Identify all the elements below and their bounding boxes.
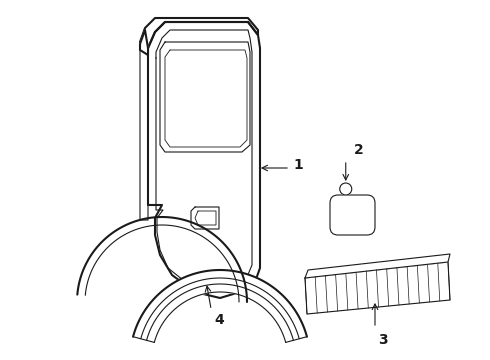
Text: 2: 2 xyxy=(354,143,364,157)
Text: 3: 3 xyxy=(378,333,388,347)
FancyBboxPatch shape xyxy=(330,195,375,235)
Polygon shape xyxy=(140,18,258,48)
Circle shape xyxy=(340,183,352,195)
Polygon shape xyxy=(133,270,307,342)
Polygon shape xyxy=(148,22,260,298)
Polygon shape xyxy=(140,50,148,220)
Text: 1: 1 xyxy=(293,158,303,172)
Polygon shape xyxy=(140,30,148,55)
Polygon shape xyxy=(160,42,250,152)
Polygon shape xyxy=(305,262,450,314)
Polygon shape xyxy=(191,207,219,229)
Polygon shape xyxy=(305,254,450,278)
Text: 4: 4 xyxy=(214,313,224,327)
Polygon shape xyxy=(195,211,216,225)
